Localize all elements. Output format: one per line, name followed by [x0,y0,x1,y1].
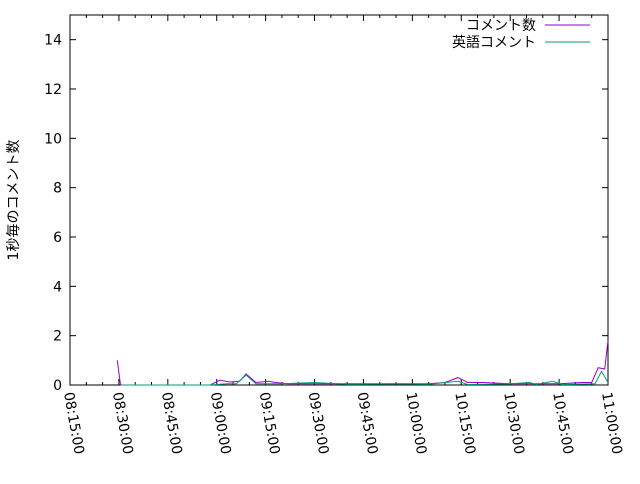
x-tick-label: 10:30:00 [500,391,527,456]
x-tick-label: 08:30:00 [109,391,136,456]
y-tick-label: 12 [44,82,62,98]
x-tick-label: 09:45:00 [354,391,381,456]
y-tick-label: 0 [53,378,62,394]
x-tick-label: 09:30:00 [305,391,332,456]
y-tick-label: 8 [53,181,62,197]
legend: コメント数 英語コメント [452,18,590,51]
y-tick-label: 14 [44,33,62,49]
series-line-0 [116,340,609,386]
y-tick-label: 10 [44,131,62,147]
y-tick-label: 4 [53,279,62,295]
x-tick-label: 09:00:00 [207,391,234,456]
legend-label-0: コメント数 [466,18,536,34]
x-tick-label: 08:45:00 [158,391,185,456]
x-tick-label: 11:00:00 [598,391,625,456]
x-tick-label: 10:45:00 [549,391,576,456]
y-tick-label: 2 [53,329,62,345]
x-tick-label: 08:15:00 [60,391,87,456]
series-line-1 [122,370,609,386]
x-tick-label: 10:00:00 [402,391,429,456]
plot-border [69,14,609,386]
plot-area: 0 2 4 6 8 10 12 14 08:15:00 08:30:00 08:45:00 09:00… [44,14,625,456]
y-axis-label: 1秒毎のコメント数 [6,140,22,261]
x-tick-label: 10:15:00 [451,391,478,456]
legend-label-1: 英語コメント [452,34,536,51]
x-tick-label: 09:15:00 [256,391,283,456]
y-tick-label: 6 [53,230,62,246]
